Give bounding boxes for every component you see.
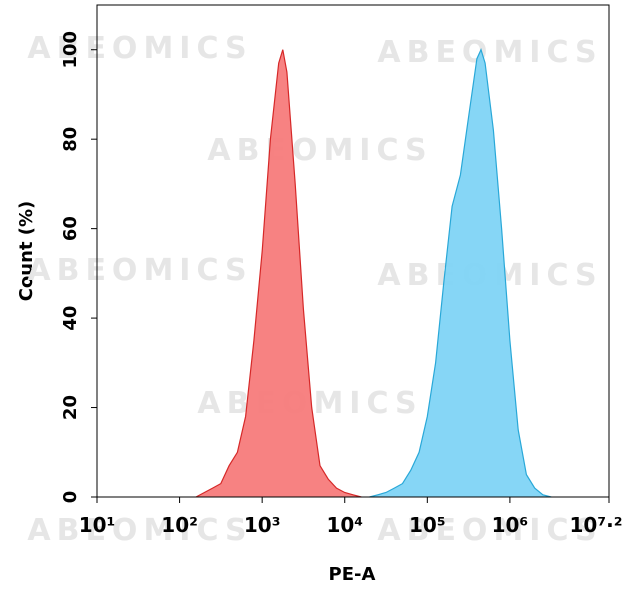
y-tick-label: 40 [60, 306, 81, 331]
area-outline [369, 48, 552, 498]
x-tick-label: 10¹ [79, 513, 116, 537]
x-tick-label: 10⁵ [409, 513, 446, 537]
watermark: ABEOMICS [27, 253, 252, 288]
x-tick-label: 10⁷·² [570, 513, 623, 537]
x-tick-label: 10⁶ [492, 513, 529, 537]
area-fill [196, 49, 362, 497]
watermark: ABEOMICS [377, 35, 602, 70]
y-axis-label: Count (%) [16, 201, 37, 302]
watermark: ABEOMICS [377, 513, 602, 548]
y-tick-label: 60 [60, 216, 81, 241]
area-outline [195, 49, 362, 498]
x-tick-label: 10³ [244, 513, 281, 537]
y-tick-label: 20 [60, 395, 81, 420]
x-axis-label: PE-A [329, 564, 376, 585]
watermark: ABEOMICS [207, 133, 432, 168]
y-tick-label: 0 [60, 491, 81, 504]
x-tick-label: 10² [161, 513, 198, 537]
y-tick-label: 80 [60, 127, 81, 152]
watermark: ABEOMICS [27, 31, 252, 66]
watermark: ABEOMICS [27, 513, 252, 548]
area-fill [369, 49, 552, 497]
plot-frame [96, 4, 610, 498]
x-tick-label: 10⁴ [326, 513, 363, 537]
y-tick-label: 100 [60, 31, 81, 69]
